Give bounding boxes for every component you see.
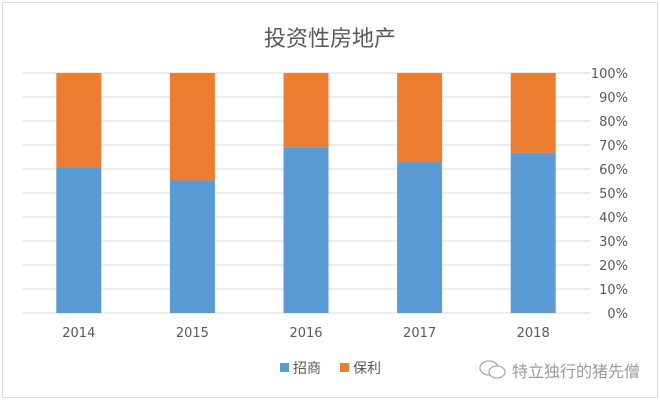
- x-tick-label: 2016: [289, 326, 322, 341]
- bar-招商-2017: [397, 162, 443, 313]
- bar-招商-2018: [510, 152, 556, 313]
- y-tick-label: 40%: [599, 211, 628, 226]
- bar-招商-2016: [283, 147, 329, 313]
- y-tick-label: 70%: [599, 139, 628, 154]
- legend-swatch: [280, 363, 289, 372]
- x-tick-label: 2018: [517, 326, 550, 341]
- y-tick-label: 90%: [599, 91, 628, 106]
- watermark: 特立独行的猪先僧: [478, 358, 640, 382]
- x-tick-label: 2015: [176, 326, 209, 341]
- y-tick-label: 50%: [599, 187, 628, 202]
- wechat-icon: [479, 360, 506, 379]
- bar-保利-2018: [510, 73, 556, 153]
- chart-title: 投资性房地产: [264, 27, 396, 52]
- y-tick-label: 80%: [599, 115, 628, 130]
- bar-保利-2014: [56, 73, 102, 169]
- bar-保利-2017: [397, 73, 443, 163]
- bar-保利-2015: [169, 73, 215, 181]
- y-tick-label: 20%: [599, 259, 628, 274]
- bar-招商-2015: [169, 180, 215, 313]
- x-tick-label: 2017: [403, 326, 436, 341]
- y-tick-label: 10%: [599, 283, 628, 298]
- x-tick-label: 2014: [62, 326, 95, 341]
- legend-label: 保利: [353, 361, 381, 377]
- watermark-text: 特立独行的猪先僧: [512, 362, 641, 381]
- legend-swatch: [340, 363, 349, 372]
- y-tick-label: 0%: [607, 307, 628, 322]
- y-tick-label: 30%: [599, 235, 628, 250]
- bar-保利-2016: [283, 73, 329, 148]
- y-tick-label: 60%: [599, 163, 628, 178]
- y-tick-label: 100%: [591, 67, 628, 82]
- legend-label: 招商: [293, 361, 321, 377]
- bar-招商-2014: [56, 168, 102, 313]
